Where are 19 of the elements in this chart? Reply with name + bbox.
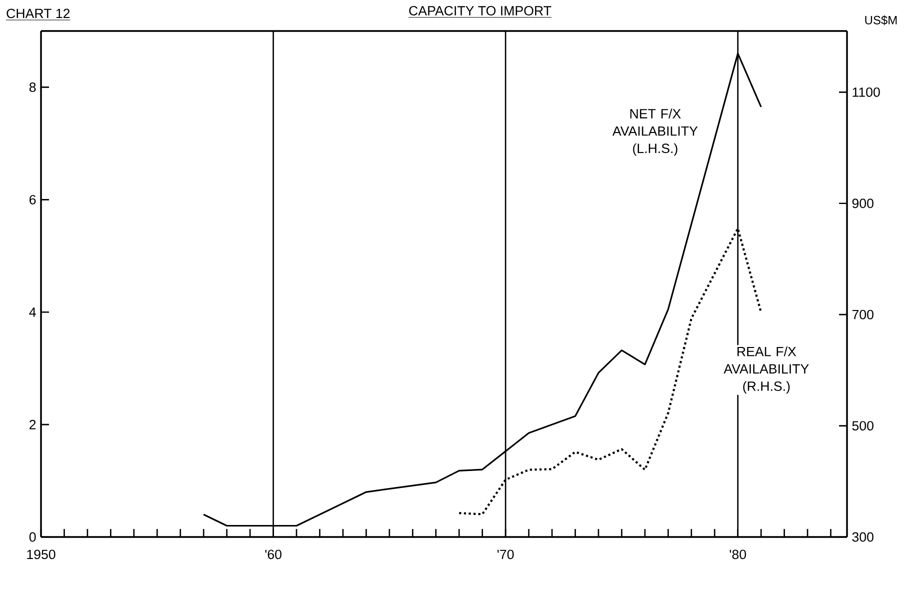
- y-tick-label: 8: [29, 82, 36, 92]
- y2-tick-label: 300: [852, 532, 874, 542]
- y-tick-label: 6: [30, 194, 36, 204]
- series-label: NET F/X AVAILABILITY (L.H.S.): [612, 108, 698, 156]
- y2-tick-label: 1100: [852, 87, 880, 97]
- y2-axis-title: US$M: [865, 15, 897, 26]
- x-tick-label: 1950: [27, 550, 56, 560]
- x-tick-label: '80: [730, 550, 746, 560]
- y2-tick-label: 900: [852, 198, 874, 208]
- y-tick-label: 4: [29, 308, 36, 317]
- chart-title: CAPACITY TO IMPORT: [409, 6, 552, 16]
- x-tick-label: '60: [265, 550, 282, 560]
- y-tick-label: 2: [30, 420, 36, 430]
- caption: CHART 12: [6, 8, 70, 18]
- y2-tick-label: 500: [852, 421, 874, 431]
- y2-tick-label: 700: [852, 310, 874, 320]
- y-tick-label: 0: [29, 532, 36, 542]
- text: REAL F/X AVAILABILITY (R.H.S.): [724, 346, 809, 394]
- x-tick-label: '70: [498, 550, 514, 560]
